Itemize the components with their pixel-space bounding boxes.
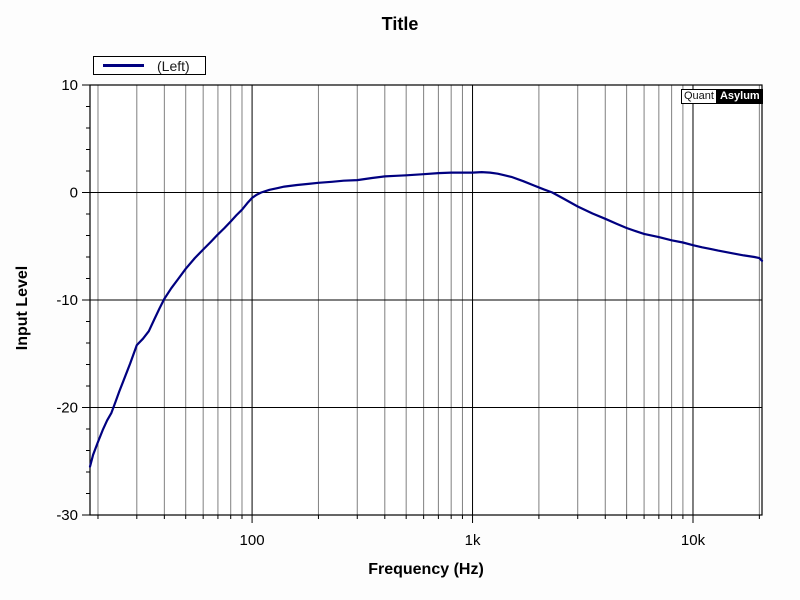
plot-border bbox=[89, 84, 763, 516]
logo-text-quant: Quant bbox=[681, 89, 717, 104]
y-tick-label: -10 bbox=[56, 292, 78, 309]
y-axis-title: Input Level bbox=[14, 265, 31, 351]
x-tick-label: 10k bbox=[681, 532, 706, 549]
y-tick-label: 0 bbox=[70, 185, 78, 202]
quantasylum-logo: Quant Asylum bbox=[681, 89, 763, 104]
x-axis-title: Frequency (Hz) bbox=[368, 561, 484, 578]
response-curve bbox=[88, 171, 764, 468]
legend-label: (Left) bbox=[157, 57, 190, 74]
logo-text-asylum: Asylum bbox=[716, 89, 763, 104]
y-tick-label: 10 bbox=[61, 77, 78, 94]
y-tick-label: -30 bbox=[56, 507, 78, 524]
legend: (Left) bbox=[93, 56, 206, 75]
x-tick-label: 1k bbox=[465, 532, 481, 549]
legend-line-swatch bbox=[103, 64, 144, 67]
x-tick-label: 100 bbox=[240, 532, 265, 549]
chart-title: Title bbox=[381, 14, 419, 34]
y-tick-label: -20 bbox=[56, 400, 78, 417]
